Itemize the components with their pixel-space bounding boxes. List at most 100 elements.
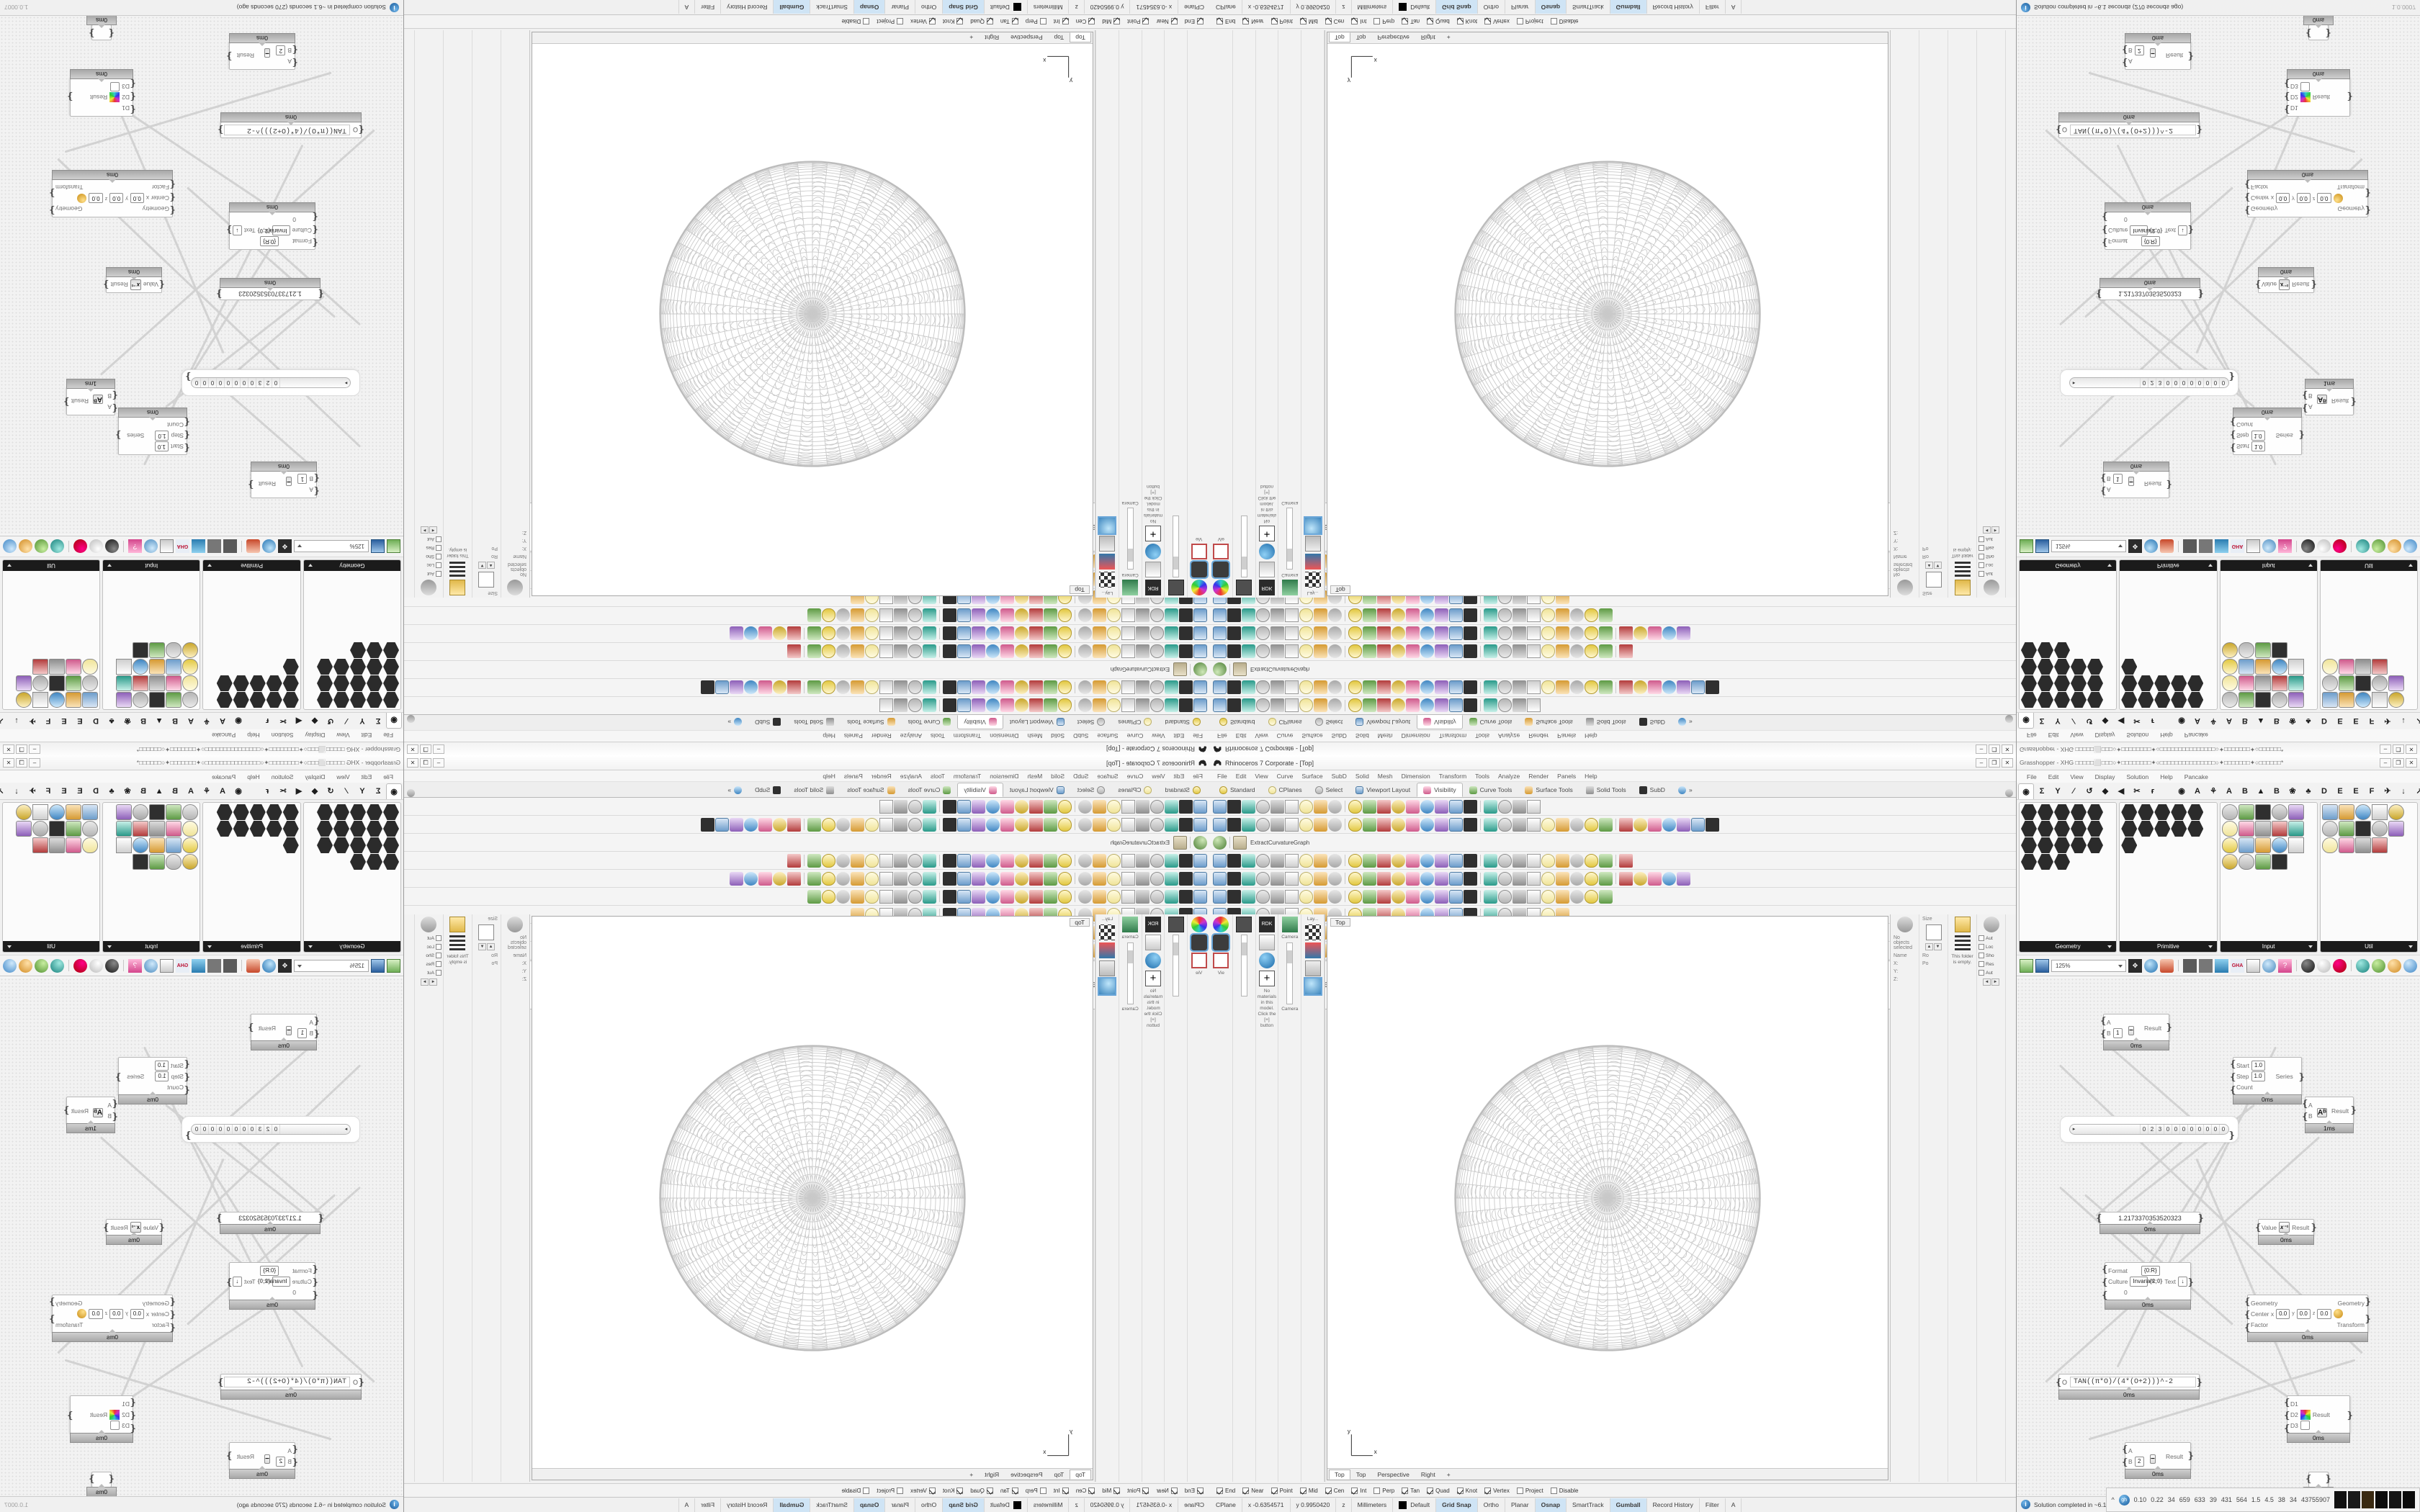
gh-component-icon[interactable] bbox=[66, 804, 82, 820]
status-toggle-smarttrack[interactable]: SmartTrack bbox=[1567, 0, 1610, 14]
toolbar-icon[interactable] bbox=[1078, 817, 1092, 832]
toolbar-icon[interactable] bbox=[836, 680, 850, 695]
gh-component-icon[interactable] bbox=[2221, 642, 2238, 658]
rhino-menu-tools[interactable]: Tools bbox=[930, 732, 945, 740]
rhino-menu-mesh[interactable]: Mesh bbox=[1377, 772, 1393, 780]
toolbar-icon[interactable] bbox=[1078, 871, 1092, 886]
toolbar-icon[interactable] bbox=[1585, 626, 1598, 641]
toolbar-icon[interactable] bbox=[1000, 626, 1014, 641]
gh-component-icon[interactable] bbox=[2038, 837, 2053, 853]
toolbar-icon[interactable] bbox=[1179, 853, 1193, 868]
gh-panel-input[interactable]: Input bbox=[102, 802, 201, 953]
profiler-icon[interactable] bbox=[2199, 958, 2213, 973]
input-pin[interactable]: ❴ bbox=[2301, 390, 2309, 401]
rhino-tab-viewport-layout[interactable]: Viewport Layout bbox=[1349, 783, 1417, 797]
gh-component-icon[interactable] bbox=[383, 692, 399, 708]
rhino-tab-»[interactable]: » bbox=[1672, 783, 1699, 797]
gh-component-icon[interactable] bbox=[149, 854, 166, 870]
output-pin[interactable]: ❵ bbox=[48, 205, 56, 216]
toolbar-icon[interactable] bbox=[1015, 680, 1028, 695]
toolbar-icon[interactable] bbox=[1179, 871, 1193, 886]
viewport-tab-perspective[interactable]: Perspective bbox=[1010, 1470, 1043, 1478]
toolbar-icon[interactable] bbox=[1285, 853, 1299, 868]
gh-component-icon[interactable] bbox=[2321, 804, 2338, 820]
viewport-tabs[interactable]: Top Top Perspective Right + bbox=[532, 1468, 1093, 1480]
checkbox-icon[interactable] bbox=[1039, 1487, 1047, 1494]
status-toggle-gumball[interactable]: Gumball bbox=[773, 1498, 810, 1512]
toolbar-icon[interactable] bbox=[1165, 644, 1178, 659]
gh-ribbon-tab-23[interactable]: ↓ bbox=[14, 716, 19, 726]
toolbar-icon[interactable] bbox=[1000, 799, 1014, 814]
toolbar-icon[interactable] bbox=[1270, 853, 1284, 868]
rhino-menu-surface[interactable]: Surface bbox=[1097, 732, 1119, 740]
input-pin[interactable]: ❴ bbox=[2121, 45, 2129, 55]
status-toggle-a[interactable]: A bbox=[678, 1498, 695, 1512]
viewport-tabs[interactable]: Top Top Perspective Right + bbox=[532, 32, 1093, 44]
toolbar-icon[interactable] bbox=[1299, 698, 1313, 713]
status-toggle-filter[interactable]: Filter bbox=[694, 0, 721, 14]
rhino-tab-select[interactable]: Select bbox=[1309, 715, 1350, 729]
named-view-icon[interactable] bbox=[1191, 953, 1207, 968]
rhino-toolbar-curve[interactable] bbox=[1210, 678, 2016, 696]
node-body[interactable]: ❴ ❴ ❴ ❵ ❵ Geometry Geometry Center x 0.0… bbox=[2244, 179, 2372, 217]
output-pin[interactable]: ❵ bbox=[215, 1212, 223, 1223]
gh-component-icon[interactable] bbox=[166, 642, 182, 658]
gh-ribbon-tab-2[interactable]: Υ bbox=[359, 716, 365, 726]
preview-eye-icon[interactable] bbox=[262, 539, 276, 554]
osnap-disable[interactable]: Disable bbox=[838, 18, 874, 25]
gh-component-icon[interactable] bbox=[2038, 854, 2053, 870]
osnap-mid[interactable]: Mid bbox=[1098, 18, 1124, 25]
toolbar-icon[interactable] bbox=[1449, 680, 1463, 695]
osnap-end[interactable]: End bbox=[1181, 1487, 1207, 1494]
toolbar-icon[interactable] bbox=[1285, 698, 1299, 713]
add-material-icon[interactable]: + bbox=[1258, 971, 1275, 986]
toolbar-icon[interactable] bbox=[1165, 608, 1178, 623]
gh-component-icon[interactable] bbox=[66, 659, 82, 675]
output-pin[interactable]: ❵ bbox=[2364, 1296, 2372, 1307]
rhino-menu-render[interactable]: Render bbox=[871, 732, 892, 740]
save-icon[interactable] bbox=[371, 958, 385, 973]
gh-ribbon-tab-17[interactable]: ♣ bbox=[109, 716, 115, 726]
option-checkbox-res[interactable]: Res bbox=[416, 545, 442, 551]
toolbar-icon[interactable] bbox=[1449, 608, 1463, 623]
toolbar-icon[interactable] bbox=[1585, 608, 1598, 623]
gh-node-small[interactable]: ❴ ❵ 0ms bbox=[86, 16, 117, 40]
option-checkbox-aut[interactable]: Aut bbox=[416, 935, 442, 941]
grasshopper-canvas[interactable]: ❴ ❴ ❵ A B 1 − Result 0ms ❴ ❴ ❴ ❵ Start 1… bbox=[0, 978, 403, 1496]
gh-component-icon[interactable] bbox=[2021, 854, 2037, 870]
toolbar-icon[interactable] bbox=[1150, 608, 1164, 623]
display-teal-icon[interactable] bbox=[50, 958, 64, 973]
toolbar-icon[interactable] bbox=[957, 817, 971, 832]
checkbox-icon[interactable] bbox=[928, 1487, 936, 1494]
gh-component-icon[interactable] bbox=[2238, 675, 2254, 691]
toolbar-icon[interactable] bbox=[1527, 853, 1541, 868]
toolbar-icon[interactable] bbox=[851, 608, 864, 623]
toolbar-icon[interactable] bbox=[1484, 644, 1497, 659]
zoom-extents-icon[interactable]: ✥ bbox=[2128, 539, 2142, 554]
toolbar-icon[interactable] bbox=[1213, 608, 1227, 623]
gh-component-icon[interactable] bbox=[2254, 821, 2271, 837]
output-pin[interactable]: ❵ bbox=[2349, 397, 2357, 408]
viewport-tab-top[interactable]: Top bbox=[1329, 1469, 1350, 1480]
display-teal-icon[interactable] bbox=[2356, 539, 2370, 554]
input-pin[interactable]: ❴ bbox=[158, 279, 166, 290]
checkbox-icon[interactable] bbox=[1170, 18, 1178, 25]
output-pin[interactable]: ❵ bbox=[2195, 125, 2203, 135]
properties-gear-icon[interactable] bbox=[1896, 917, 1913, 932]
gh-menu-pancake[interactable]: Pancake bbox=[212, 732, 236, 739]
toolbar-icon[interactable] bbox=[1093, 698, 1106, 713]
node-body[interactable]: ❴ ❴ ❴ ❵ Start 1.0 Step 1.0 Series Count bbox=[115, 417, 191, 455]
color-wheel-icon[interactable] bbox=[1191, 917, 1207, 932]
options-gear-icon[interactable] bbox=[1983, 580, 1999, 595]
toolbar-icon[interactable] bbox=[1328, 871, 1342, 886]
paint-icon[interactable] bbox=[1145, 562, 1162, 577]
toolbar-icon[interactable] bbox=[1527, 698, 1541, 713]
gh-ribbon-tab-21[interactable]: F bbox=[2369, 716, 2375, 726]
toolbar-icon[interactable] bbox=[1498, 644, 1512, 659]
osnap-int[interactable]: Int bbox=[1050, 1487, 1072, 1494]
rhino-menu-surface[interactable]: Surface bbox=[1097, 772, 1119, 780]
toolbar-icon[interactable] bbox=[1285, 817, 1299, 832]
checkbox-icon[interactable] bbox=[1062, 18, 1069, 25]
